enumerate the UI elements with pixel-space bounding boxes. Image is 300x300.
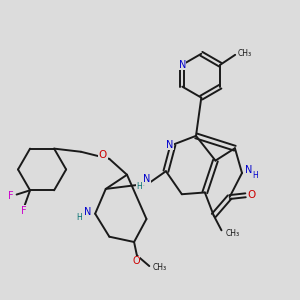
Text: CH₃: CH₃ xyxy=(226,229,240,238)
Text: CH₃: CH₃ xyxy=(238,49,252,58)
Text: F: F xyxy=(8,190,14,201)
Text: N: N xyxy=(245,165,252,175)
Text: N: N xyxy=(178,60,186,70)
Text: F: F xyxy=(21,206,26,216)
Text: O: O xyxy=(132,256,140,266)
Text: N: N xyxy=(143,174,150,184)
Text: H: H xyxy=(253,171,258,180)
Text: CH₃: CH₃ xyxy=(152,263,166,272)
Text: H: H xyxy=(136,182,142,191)
Text: H: H xyxy=(76,213,82,222)
Text: N: N xyxy=(167,140,174,150)
Text: O: O xyxy=(248,190,256,200)
Text: O: O xyxy=(99,150,107,160)
Text: N: N xyxy=(84,207,91,217)
